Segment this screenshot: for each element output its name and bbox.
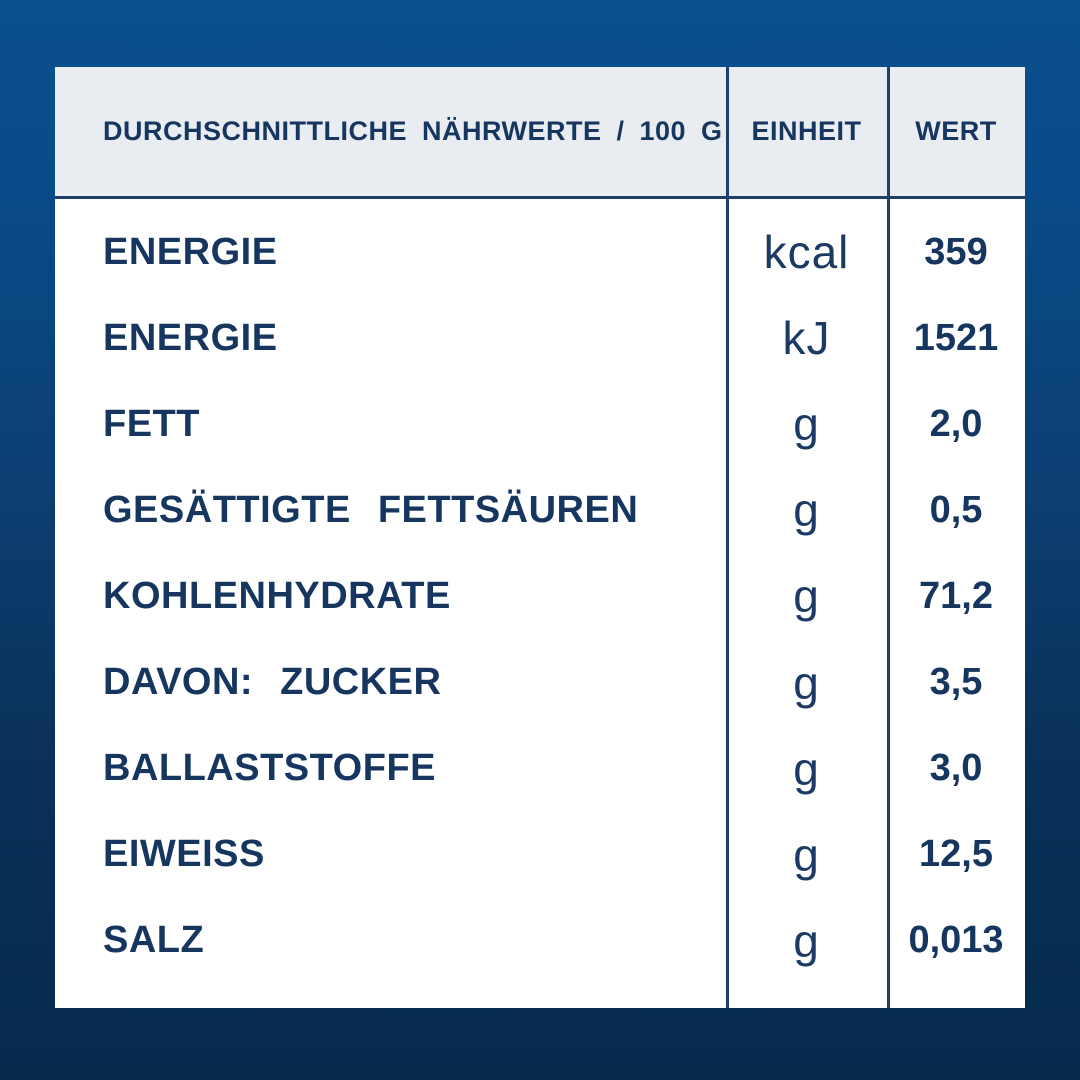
row-nutrient-label: BALLASTSTOFFE xyxy=(103,747,437,790)
row-unit: g xyxy=(793,484,820,537)
row-unit: g xyxy=(793,398,820,451)
row-value: 3,5 xyxy=(929,661,983,704)
nutrition-table: DURCHSCHNITTLICHE NÄHRWERTE / 100 G EINH… xyxy=(55,67,1025,1008)
row-unit: g xyxy=(793,828,820,881)
row-nutrient-label: GESÄTTIGTE FETTSÄUREN xyxy=(103,488,639,531)
column-divider xyxy=(726,67,729,1008)
row-value: 0,013 xyxy=(908,919,1004,962)
row-nutrient-label: DAVON: ZUCKER xyxy=(103,661,442,704)
row-nutrient-label: SALZ xyxy=(103,919,205,962)
row-nutrient-label: KOHLENHYDRATE xyxy=(103,574,451,617)
table-row: ENERGIE kcal 359 xyxy=(55,209,1025,295)
table-row: FETT g 2,0 xyxy=(55,381,1025,467)
header-value: WERT xyxy=(915,116,997,146)
row-nutrient-label: ENERGIE xyxy=(103,316,278,359)
header-unit: EINHEIT xyxy=(751,116,862,146)
row-unit: g xyxy=(793,914,820,967)
row-value: 2,0 xyxy=(929,402,983,445)
row-unit: kJ xyxy=(782,312,831,365)
header-nutrients-per-100g: DURCHSCHNITTLICHE NÄHRWERTE / 100 G xyxy=(103,116,723,146)
row-value: 1521 xyxy=(913,316,999,359)
row-nutrient-label: ENERGIE xyxy=(103,230,278,273)
table-row: EIWEISS g 12,5 xyxy=(55,812,1025,898)
row-unit: g xyxy=(793,742,820,795)
table-body: ENERGIE kcal 359 ENERGIE kJ 1521 FETT g 2,0 GESÄT… xyxy=(55,199,1025,1008)
table-row: GESÄTTIGTE FETTSÄUREN g 0,5 xyxy=(55,467,1025,553)
table-row: ENERGIE kJ 1521 xyxy=(55,295,1025,381)
row-unit: g xyxy=(793,656,820,709)
row-nutrient-label: FETT xyxy=(103,402,200,445)
table-row: KOHLENHYDRATE g 71,2 xyxy=(55,553,1025,639)
row-value: 71,2 xyxy=(919,574,993,617)
row-unit: g xyxy=(793,570,820,623)
table-row: DAVON: ZUCKER g 3,5 xyxy=(55,640,1025,726)
row-nutrient-label: EIWEISS xyxy=(103,833,265,876)
column-divider xyxy=(887,67,890,1008)
row-value: 3,0 xyxy=(929,747,983,790)
row-unit: kcal xyxy=(763,226,850,279)
row-value: 12,5 xyxy=(919,833,993,876)
row-value: 0,5 xyxy=(929,488,983,531)
table-row: SALZ g 0,013 xyxy=(55,898,1025,984)
table-header-row: DURCHSCHNITTLICHE NÄHRWERTE / 100 G EINH… xyxy=(55,67,1025,199)
row-value: 359 xyxy=(924,230,988,273)
table-row: BALLASTSTOFFE g 3,0 xyxy=(55,726,1025,812)
